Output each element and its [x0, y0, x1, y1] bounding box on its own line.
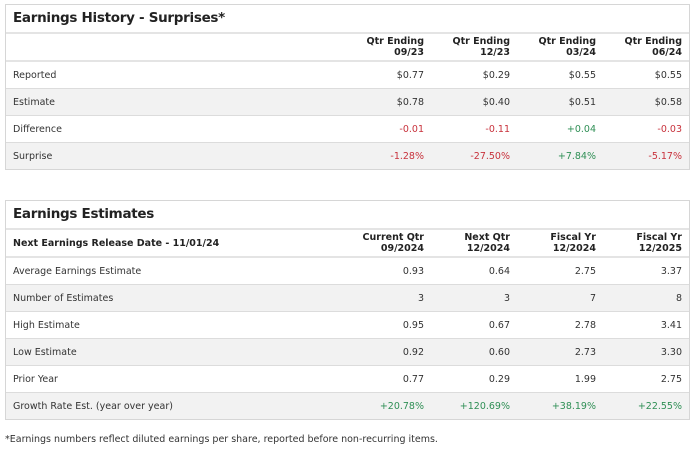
table-row: Average Earnings Estimate 0.93 0.64 2.75 3.3…	[6, 257, 689, 285]
table-row: Prior Year 0.77 0.29 1.99 2.75	[6, 365, 689, 393]
table-row: Number of Estimates 3 3 7 8	[6, 284, 689, 312]
cell-value: 0.67	[431, 311, 517, 339]
cell-value: $0.51	[517, 88, 603, 116]
cell-value: -0.01	[345, 115, 431, 143]
row-label: Difference	[6, 115, 345, 143]
cell-value: $0.55	[603, 61, 689, 89]
cell-value: 8	[603, 284, 689, 312]
earnings-history-panel: Earnings History - Surprises* Qtr Ending…	[5, 4, 690, 170]
cell-value: +20.78%	[345, 392, 431, 419]
header-row: Qtr Ending 09/23 Qtr Ending 12/23 Qtr Endi…	[6, 34, 689, 62]
cell-value: $0.29	[431, 61, 517, 89]
cell-value: -1.28%	[345, 142, 431, 169]
table-row: Reported $0.77 $0.29 $0.55 $0.55	[6, 61, 689, 89]
cell-value: 0.77	[345, 365, 431, 393]
earnings-estimates-panel: Earnings Estimates Next Earnings Release…	[5, 200, 690, 420]
column-header: Fiscal Yr 12/2025	[603, 230, 689, 258]
column-header: Fiscal Yr 12/2024	[517, 230, 603, 258]
cell-value: $0.78	[345, 88, 431, 116]
cell-value: 0.92	[345, 338, 431, 366]
cell-value: -27.50%	[431, 142, 517, 169]
column-header: Qtr Ending 09/23	[345, 34, 431, 62]
panel-title: Earnings Estimates	[6, 201, 689, 230]
cell-value: 2.75	[517, 257, 603, 285]
cell-value: 3.30	[603, 338, 689, 366]
cell-value: $0.40	[431, 88, 517, 116]
cell-value: 0.64	[431, 257, 517, 285]
table-row: Growth Rate Est. (year over year) +20.78%…	[6, 392, 689, 419]
column-header: Qtr Ending 12/23	[431, 34, 517, 62]
column-header: Qtr Ending 06/24	[603, 34, 689, 62]
column-header: Next Qtr 12/2024	[431, 230, 517, 258]
cell-value: 3	[345, 284, 431, 312]
cell-value: 3	[431, 284, 517, 312]
cell-value: +7.84%	[517, 142, 603, 169]
panel-title: Earnings History - Surprises*	[6, 5, 689, 34]
cell-value: 2.73	[517, 338, 603, 366]
column-header: Qtr Ending 03/24	[517, 34, 603, 62]
cell-value: 2.75	[603, 365, 689, 393]
cell-value: +22.55%	[603, 392, 689, 419]
table-row: Low Estimate 0.92 0.60 2.73 3.30	[6, 338, 689, 366]
row-label: Number of Estimates	[6, 284, 345, 312]
next-release-date: Next Earnings Release Date - 11/01/24	[6, 230, 345, 258]
table-row: Difference -0.01 -0.11 +0.04 -0.03	[6, 115, 689, 143]
row-label: Reported	[6, 61, 345, 89]
column-header: Current Qtr 09/2024	[345, 230, 431, 258]
row-label: Growth Rate Est. (year over year)	[6, 392, 345, 419]
cell-value: 0.60	[431, 338, 517, 366]
cell-value: 3.37	[603, 257, 689, 285]
table-row: Surprise -1.28% -27.50% +7.84% -5.17%	[6, 142, 689, 169]
cell-value: -0.03	[603, 115, 689, 143]
cell-value: 1.99	[517, 365, 603, 393]
row-label: High Estimate	[6, 311, 345, 339]
earnings-history-table: Qtr Ending 09/23 Qtr Ending 12/23 Qtr Endi…	[6, 34, 689, 169]
row-label: Surprise	[6, 142, 345, 169]
cell-value: 0.93	[345, 257, 431, 285]
header-label	[6, 34, 345, 62]
row-label: Average Earnings Estimate	[6, 257, 345, 285]
row-label: Low Estimate	[6, 338, 345, 366]
cell-value: -0.11	[431, 115, 517, 143]
table-row: High Estimate 0.95 0.67 2.78 3.41	[6, 311, 689, 339]
cell-value: 0.29	[431, 365, 517, 393]
cell-value: $0.58	[603, 88, 689, 116]
cell-value: 7	[517, 284, 603, 312]
row-label: Prior Year	[6, 365, 345, 393]
cell-value: -5.17%	[603, 142, 689, 169]
cell-value: +0.04	[517, 115, 603, 143]
cell-value: $0.55	[517, 61, 603, 89]
earnings-estimates-table: Next Earnings Release Date - 11/01/24 Cu…	[6, 230, 689, 419]
row-label: Estimate	[6, 88, 345, 116]
cell-value: 0.95	[345, 311, 431, 339]
cell-value: 2.78	[517, 311, 603, 339]
footnote: *Earnings numbers reflect diluted earnin…	[5, 434, 438, 445]
cell-value: +38.19%	[517, 392, 603, 419]
cell-value: +120.69%	[431, 392, 517, 419]
header-row: Next Earnings Release Date - 11/01/24 Cu…	[6, 230, 689, 258]
cell-value: $0.77	[345, 61, 431, 89]
table-row: Estimate $0.78 $0.40 $0.51 $0.58	[6, 88, 689, 116]
cell-value: 3.41	[603, 311, 689, 339]
